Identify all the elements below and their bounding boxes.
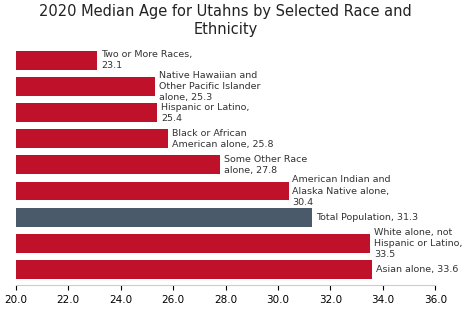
Text: White alone, not
Hispanic or Latino,
33.5: White alone, not Hispanic or Latino, 33.…	[374, 228, 462, 259]
Bar	[16, 51, 97, 70]
Bar	[16, 155, 220, 174]
Text: Native Hawaiian and
Other Pacific Islander
alone, 25.3: Native Hawaiian and Other Pacific Island…	[159, 71, 260, 102]
Bar	[16, 182, 289, 201]
Bar	[16, 129, 168, 148]
Text: Black or African
American alone, 25.8: Black or African American alone, 25.8	[172, 129, 273, 149]
Bar	[16, 208, 312, 226]
Text: Total Population, 31.3: Total Population, 31.3	[316, 213, 418, 222]
Text: Hispanic or Latino,
25.4: Hispanic or Latino, 25.4	[161, 103, 250, 123]
Bar	[16, 77, 155, 96]
Text: Some Other Race
alone, 27.8: Some Other Race alone, 27.8	[224, 155, 308, 175]
Text: Two or More Races,
23.1: Two or More Races, 23.1	[101, 50, 192, 70]
Text: American Indian and
Alaska Native alone,
30.4: American Indian and Alaska Native alone,…	[292, 176, 391, 207]
Bar	[16, 260, 373, 279]
Bar	[16, 103, 157, 122]
Bar	[16, 234, 370, 253]
Title: 2020 Median Age for Utahns by Selected Race and
Ethnicity: 2020 Median Age for Utahns by Selected R…	[39, 4, 412, 36]
Text: Asian alone, 33.6: Asian alone, 33.6	[376, 265, 459, 274]
